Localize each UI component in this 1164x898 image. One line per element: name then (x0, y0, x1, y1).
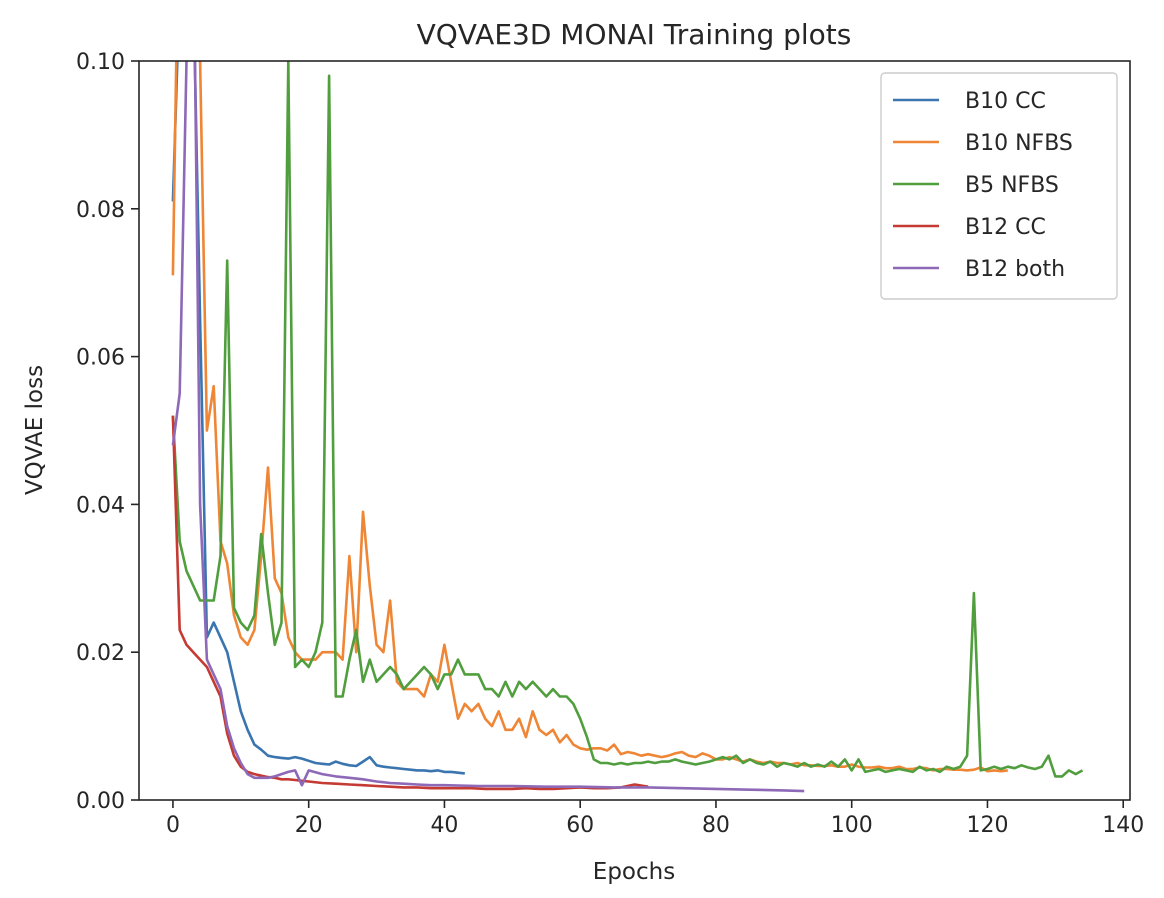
x-tick-label: 140 (1102, 813, 1144, 838)
series-layer (171, 61, 1084, 793)
y-axis-label: VQVAE loss (22, 365, 48, 495)
chart-title: VQVAE3D MONAI Training plots (417, 18, 852, 51)
series-line-4 (171, 61, 805, 793)
series-line-0 (171, 61, 465, 775)
x-tick-label: 0 (166, 813, 180, 838)
x-tick-label: 20 (295, 813, 323, 838)
legend-label-4: B12 both (965, 257, 1065, 282)
legend-label-3: B12 CC (965, 215, 1046, 240)
y-tick-label: 0.06 (76, 346, 125, 371)
series-line-2 (171, 61, 1084, 778)
x-tick-label: 60 (566, 813, 594, 838)
legend-box (880, 72, 1118, 300)
y-tick-label: 0.02 (76, 641, 125, 666)
x-tick-label: 100 (831, 813, 873, 838)
x-axis: 0 20 40 60 80 100 120 140 (166, 800, 1144, 838)
x-tick-label: 40 (430, 813, 458, 838)
legend: B10 CC B10 NFBS B5 NFBS B12 CC B12 both (880, 72, 1118, 300)
legend-label-2: B5 NFBS (965, 173, 1059, 198)
y-tick-label: 0.08 (76, 198, 125, 223)
y-tick-label: 0.04 (76, 493, 125, 518)
legend-label-0: B10 CC (965, 89, 1046, 114)
x-tick-label: 120 (966, 813, 1008, 838)
x-axis-label: Epochs (593, 859, 675, 885)
y-tick-label: 0.00 (76, 789, 125, 814)
plot-frame (138, 60, 1131, 801)
y-axis: 0.00 0.02 0.04 0.06 0.08 0.10 (76, 50, 139, 814)
y-tick-label: 0.10 (76, 50, 125, 75)
x-tick-label: 80 (702, 813, 730, 838)
series-line-3 (171, 415, 649, 791)
legend-label-1: B10 NFBS (965, 131, 1073, 156)
